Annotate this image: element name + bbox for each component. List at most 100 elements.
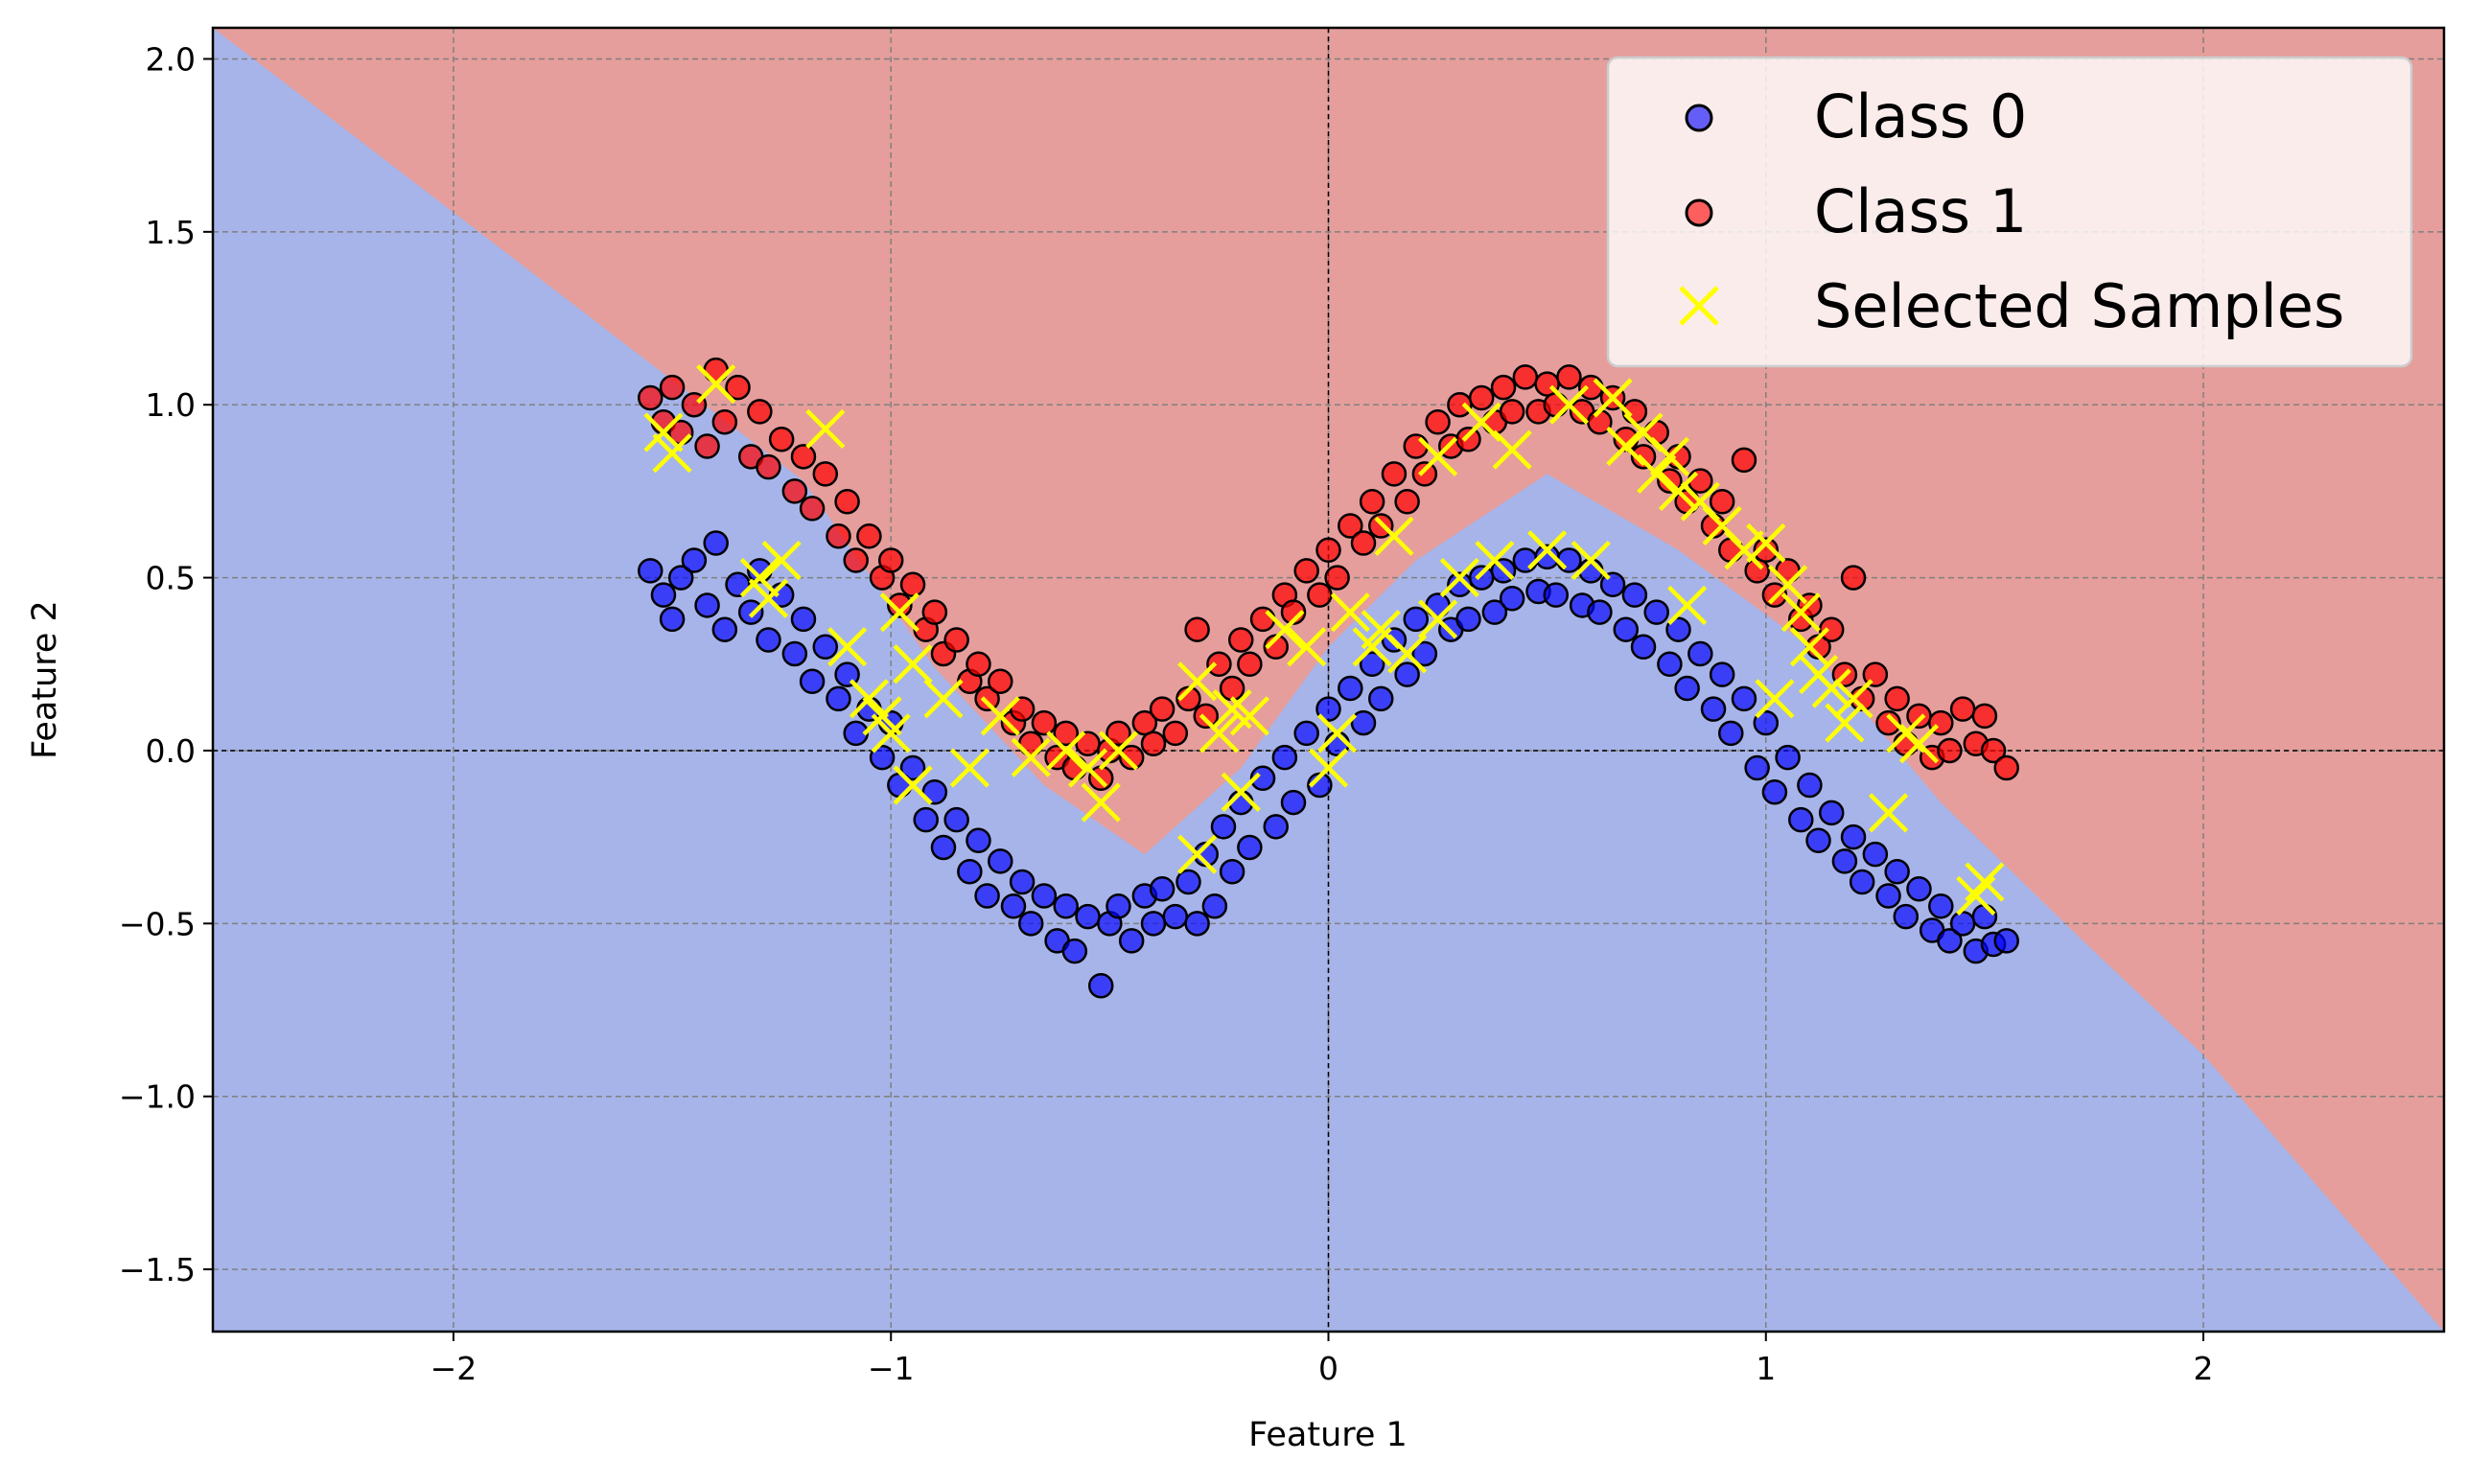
x-tick-label-3: 1 <box>1756 1350 1776 1387</box>
class0-point-2 <box>659 606 686 633</box>
class-1-points <box>638 357 2019 792</box>
class1-point-113 <box>1875 709 1901 736</box>
y-tick-label-1: −1.0 <box>119 1078 196 1116</box>
class1-point-100 <box>1731 447 1757 474</box>
class0-point-113 <box>1862 841 1889 868</box>
class1-point-22 <box>877 547 904 573</box>
class1-point-44 <box>1118 744 1145 771</box>
class1-point-19 <box>843 547 869 573</box>
class0-point-39 <box>1061 938 1088 964</box>
class0-point-84 <box>1543 582 1570 608</box>
class0-point-68 <box>1368 685 1394 712</box>
class0-point-110 <box>1831 848 1858 874</box>
class0-point-108 <box>1805 827 1831 853</box>
class1-point-79 <box>1499 399 1525 425</box>
class0-point-112 <box>1849 869 1875 895</box>
class0-point-53 <box>1210 814 1237 840</box>
class1-point-36 <box>1031 709 1058 736</box>
legend-marker-class-0 <box>1685 104 1713 132</box>
legend-label-class-0: Class 0 <box>1814 81 2027 151</box>
class1-point-62 <box>1315 537 1341 563</box>
class1-point-80 <box>1512 364 1539 390</box>
y-axis-label: Feature 2 <box>26 600 64 759</box>
class0-point-123 <box>1971 903 1998 930</box>
class0-point-96 <box>1674 675 1700 702</box>
selected-sample-18 <box>1046 730 1086 771</box>
legend-label-selected-samples: Selected Samples <box>1814 271 2344 341</box>
class0-point-100 <box>1718 720 1744 747</box>
class0-point-99 <box>1709 661 1735 687</box>
selected-sample-63 <box>1825 703 1865 743</box>
selected-sample-58 <box>1767 565 1808 605</box>
selected-sample-16 <box>980 696 1020 736</box>
class1-point-108 <box>1818 616 1845 642</box>
legend-marker-class-1 <box>1685 198 1713 227</box>
class1-point-48 <box>1162 720 1189 747</box>
selected-sample-60 <box>1789 627 1829 667</box>
class0-point-5 <box>694 592 720 618</box>
selected-sample-41 <box>1475 540 1515 581</box>
class0-point-47 <box>1149 875 1175 902</box>
class0-point-80 <box>1499 585 1525 612</box>
selected-sample-19 <box>1067 748 1108 788</box>
class0-point-41 <box>1087 973 1114 999</box>
class1-point-51 <box>1193 703 1219 730</box>
class0-point-9 <box>737 599 764 625</box>
class0-point-78 <box>1481 599 1508 625</box>
class0-point-70 <box>1394 661 1420 687</box>
class0-point-52 <box>1201 893 1228 919</box>
class0-point-29 <box>957 858 983 885</box>
class0-point-4 <box>681 547 708 573</box>
class1-point-69 <box>1394 488 1420 515</box>
class0-point-3 <box>667 565 694 591</box>
class1-point-18 <box>834 488 860 515</box>
selected-sample-7 <box>827 627 868 667</box>
class1-point-31 <box>974 685 1000 712</box>
selected-sample-5 <box>748 578 789 618</box>
selected-sample-56 <box>1746 522 1786 564</box>
class0-point-91 <box>1621 582 1648 608</box>
class0-point-65 <box>1338 675 1363 702</box>
class1-point-86 <box>1578 374 1604 401</box>
selected-sample-29 <box>1287 627 1327 667</box>
class0-point-93 <box>1643 599 1669 625</box>
class0-point-106 <box>1788 806 1814 833</box>
class1-point-50 <box>1184 616 1210 642</box>
class1-point-23 <box>887 592 913 618</box>
x-tick-label-1: −1 <box>868 1350 915 1387</box>
selected-sample-36 <box>1387 634 1428 674</box>
class0-point-8 <box>725 571 751 598</box>
selected-sample-45 <box>1571 540 1611 581</box>
class1-point-114 <box>1884 685 1910 712</box>
y-tick-label-7: 2.0 <box>146 40 196 78</box>
class0-point-103 <box>1753 709 1780 736</box>
class0-point-121 <box>1949 911 1976 937</box>
class0-point-24 <box>899 754 926 781</box>
class1-point-17 <box>826 523 851 549</box>
y-tick-label-5: 1.0 <box>146 386 196 424</box>
class0-point-109 <box>1818 800 1845 826</box>
class1-point-123 <box>1980 737 2007 764</box>
x-axis-ticks: −2 −1 0 1 2 <box>431 1332 2214 1387</box>
class1-point-122 <box>1971 703 1998 730</box>
class1-point-60 <box>1293 558 1319 584</box>
class1-point-64 <box>1338 513 1363 539</box>
class1-point-26 <box>921 599 948 625</box>
class1-point-74 <box>1447 391 1473 418</box>
class0-point-13 <box>781 640 808 667</box>
class0-point-48 <box>1162 903 1189 930</box>
class0-point-46 <box>1140 911 1167 937</box>
class0-point-35 <box>1017 911 1044 937</box>
class1-point-43 <box>1105 720 1131 747</box>
class0-point-102 <box>1744 754 1770 781</box>
x-tick-label-4: 2 <box>2194 1350 2214 1387</box>
class1-point-75 <box>1455 427 1481 452</box>
class0-point-58 <box>1263 814 1289 840</box>
class0-point-49 <box>1175 869 1201 895</box>
selected-sample-57 <box>1755 679 1795 719</box>
selected-sample-10 <box>871 713 911 754</box>
selected-sample-27 <box>1229 696 1269 736</box>
class0-point-31 <box>974 883 1000 909</box>
class0-point-97 <box>1687 640 1713 667</box>
selected-sample-23 <box>1177 661 1218 702</box>
